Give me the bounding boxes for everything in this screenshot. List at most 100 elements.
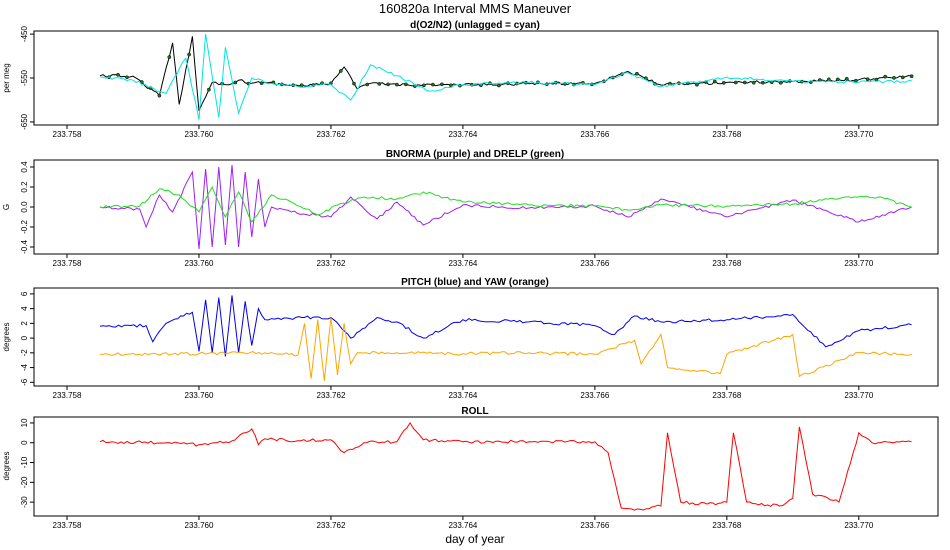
y-tick-label-bnorma-drelp-4: 0.4 (20, 161, 29, 173)
axes-group-pitch-yaw: 233.758 233.760 233.762 233.764 233.766 233.7… (20, 291, 874, 400)
data-point-o2n2-77 (892, 76, 896, 80)
data-point-o2n2-24 (386, 82, 390, 87)
data-point-o2n2-60 (733, 80, 738, 85)
data-point-o2n2-5 (157, 93, 162, 98)
x-tick-label-bnorma-drelp-5: 233.768 (712, 259, 741, 268)
axes-group-bnorma-drelp: 233.758 233.760 233.762 233.764 233.766 233.7… (20, 161, 874, 268)
x-tick-label-o2n2-2: 233.762 (316, 130, 345, 139)
panel-o2n2: d(O2/N2) (unlagged = cyan) per meg 233.7… (2, 20, 939, 139)
data-point-o2n2-56 (695, 82, 699, 87)
plot-frame-pitch-yaw (33, 287, 939, 387)
data-point-o2n2-3 (139, 80, 144, 84)
x-tick-label-pitch-yaw-5: 233.768 (712, 391, 741, 400)
ylabel-pitch-yaw: degrees (2, 323, 11, 352)
figure-title: 160820a Interval MMS Maneuver (379, 1, 572, 16)
series-pitch-yaw-0 (99, 295, 912, 357)
ylabel-roll: degrees (2, 452, 11, 481)
x-tick-label-o2n2-0: 233.758 (53, 130, 82, 139)
data-point-o2n2-26 (404, 82, 408, 87)
panel-title-bnorma-drelp: BNORMA (purple) and DRELP (green) (386, 149, 564, 160)
data-point-o2n2-62 (751, 80, 756, 85)
ylabel-bnorma-drelp: G (2, 204, 11, 210)
y-tick-label-roll-2: -10 (20, 456, 29, 468)
panel-title-pitch-yaw: PITCH (blue) and YAW (orange) (401, 277, 549, 288)
x-tick-label-roll-6: 233.770 (844, 521, 873, 530)
y-tick-label-pitch-yaw-0: -6 (20, 378, 29, 386)
x-tick-label-bnorma-drelp-2: 233.762 (316, 259, 345, 268)
data-point-o2n2-65 (778, 80, 783, 85)
x-tick-label-o2n2-5: 233.768 (712, 130, 741, 139)
y-tick-label-bnorma-drelp-2: 0.0 (20, 201, 29, 213)
data-point-o2n2-72 (844, 76, 849, 81)
data-point-o2n2-22 (365, 82, 370, 87)
data-point-o2n2-61 (742, 80, 747, 85)
data-point-o2n2-71 (835, 77, 840, 82)
x-tick-label-roll-1: 233.760 (185, 521, 214, 530)
y-tick-label-roll-0: -30 (20, 496, 29, 508)
data-point-o2n2-36 (497, 83, 501, 88)
y-tick-label-pitch-yaw-3: 0 (20, 335, 29, 340)
data-point-o2n2-28 (422, 83, 426, 88)
series-group-roll (99, 421, 912, 511)
y-tick-label-bnorma-drelp-1: -0.2 (20, 220, 29, 234)
axes-group-roll: 233.758 233.760 233.762 233.764 233.766 233.7… (20, 418, 874, 530)
series-pitch-yaw-1 (99, 317, 912, 381)
series-o2n2-1 (99, 34, 912, 120)
data-point-o2n2-74 (865, 77, 870, 82)
x-tick-label-pitch-yaw-0: 233.758 (53, 391, 82, 400)
x-tick-label-pitch-yaw-6: 233.770 (844, 391, 873, 400)
x-tick-label-o2n2-4: 233.766 (580, 130, 609, 139)
series-roll-0 (99, 421, 912, 511)
y-tick-label-bnorma-drelp-3: 0.2 (20, 181, 29, 193)
x-tick-label-o2n2-6: 233.770 (844, 130, 873, 139)
data-point-o2n2-30 (440, 82, 444, 87)
x-tick-label-bnorma-drelp-0: 233.758 (53, 259, 82, 268)
panel-pitch-yaw: PITCH (blue) and YAW (orange) degrees 23… (2, 277, 939, 400)
series-bnorma-drelp-0 (99, 164, 912, 250)
y-tick-label-pitch-yaw-2: -2 (20, 349, 29, 357)
data-point-o2n2-1 (116, 72, 120, 77)
data-point-o2n2-63 (760, 80, 765, 85)
x-tick-label-bnorma-drelp-1: 233.760 (185, 259, 214, 268)
series-bnorma-drelp-1 (99, 185, 912, 223)
x-tick-label-o2n2-1: 233.760 (185, 130, 214, 139)
x-tick-label-pitch-yaw-3: 233.764 (448, 391, 477, 400)
series-group-o2n2 (99, 34, 914, 120)
x-tick-label-roll-4: 233.766 (580, 521, 609, 530)
data-point-o2n2-79 (909, 74, 914, 79)
y-tick-label-pitch-yaw-1: -4 (20, 363, 29, 371)
data-point-o2n2-73 (853, 78, 858, 83)
x-tick-label-bnorma-drelp-3: 233.764 (448, 259, 477, 268)
data-point-o2n2-29 (431, 82, 435, 87)
panel-roll: ROLL degrees 233.758 233.760 233.762 233.76… (2, 406, 939, 530)
axes-group-o2n2: 233.758 233.760 233.762 233.764 233.766 233.7… (20, 26, 874, 139)
y-tick-label-roll-3: 0 (20, 440, 29, 445)
data-point-o2n2-2 (125, 75, 129, 80)
y-tick-label-pitch-yaw-5: 4 (20, 306, 29, 311)
x-tick-label-roll-5: 233.768 (712, 521, 741, 530)
data-point-o2n2-10 (233, 80, 238, 85)
data-point-o2n2-16 (299, 83, 304, 88)
ylabel-o2n2: per meg (2, 63, 11, 92)
data-point-o2n2-7 (187, 52, 191, 57)
y-tick-label-roll-4: 10 (20, 418, 29, 427)
data-point-o2n2-76 (883, 74, 888, 79)
x-tick-label-pitch-yaw-1: 233.760 (185, 391, 214, 400)
y-tick-label-bnorma-drelp-0: -0.4 (20, 240, 29, 254)
data-point-o2n2-8 (207, 87, 211, 92)
data-point-o2n2-23 (377, 82, 382, 86)
y-tick-label-o2n2-1: -550 (20, 69, 29, 86)
plot-frame-o2n2 (33, 30, 939, 126)
series-group-pitch-yaw (99, 295, 912, 381)
x-tick-label-pitch-yaw-2: 233.762 (316, 391, 345, 400)
x-tick-label-roll-2: 233.762 (316, 521, 345, 530)
data-point-o2n2-21 (352, 81, 356, 86)
x-tick-label-pitch-yaw-4: 233.766 (580, 391, 609, 400)
data-point-o2n2-20 (338, 69, 343, 73)
y-tick-label-o2n2-2: -450 (20, 26, 29, 43)
y-tick-label-roll-1: -20 (20, 476, 29, 488)
data-point-o2n2-12 (259, 81, 264, 86)
panel-title-roll: ROLL (461, 406, 488, 417)
data-point-o2n2-50 (635, 71, 639, 76)
